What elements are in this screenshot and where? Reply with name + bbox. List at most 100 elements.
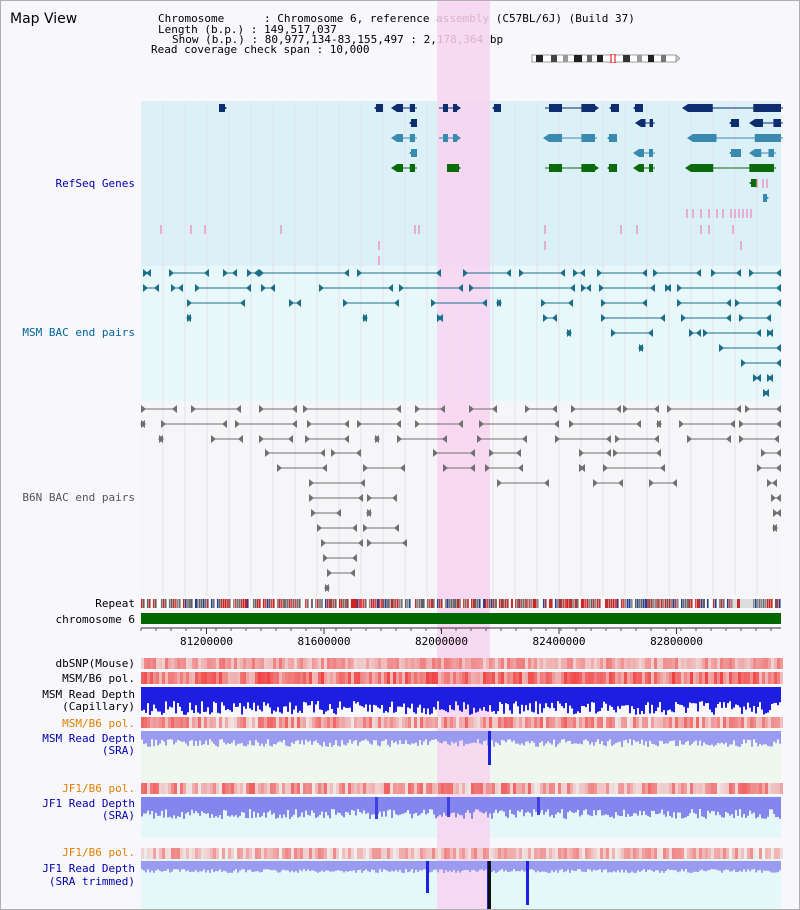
depth-bar: [647, 687, 649, 703]
depth-bar: [503, 797, 505, 812]
depth-bar: [549, 731, 551, 744]
b6n-bac-pairs[interactable]: [140, 405, 781, 592]
heat-cell: [183, 717, 186, 728]
depth-bar: [413, 731, 415, 744]
depth-bar: [435, 687, 437, 710]
msm-capillary-depth[interactable]: [141, 687, 781, 715]
heat-cell: [255, 848, 258, 859]
repeat-element: [281, 599, 283, 608]
axis-ticks: 81200000 81600000 82000000 82400000 82800000: [140, 628, 772, 648]
depth-bar: [679, 797, 681, 813]
heat-cell: [741, 672, 744, 684]
repeat-track[interactable]: [141, 599, 781, 608]
depth-bar: [643, 797, 645, 812]
heat-cell: [312, 658, 315, 669]
selected-region-highlight[interactable]: [437, 1, 490, 910]
bac-end-right: [358, 539, 363, 547]
depth-bar: [501, 731, 503, 740]
repeat-element: [141, 599, 143, 608]
heat-cell: [603, 672, 606, 684]
jf1-trimmed-depth[interactable]: [141, 861, 781, 910]
heat-cell: [189, 672, 192, 684]
bac-end-left: [711, 269, 716, 277]
heat-cell: [207, 848, 210, 859]
depth-bar: [233, 731, 235, 741]
heat-cell: [666, 848, 669, 859]
depth-bar: [525, 797, 527, 813]
heat-cell: [465, 848, 468, 859]
depth-bar: [729, 687, 731, 702]
depth-bar: [221, 687, 223, 703]
heat-cell: [564, 848, 567, 859]
depth-bar: [743, 687, 745, 707]
depth-bar: [727, 861, 729, 870]
chromosome-bar[interactable]: [141, 613, 781, 624]
depth-bar: [571, 797, 573, 813]
heat-cell: [273, 848, 276, 859]
depth-bar: [581, 731, 583, 745]
heat-cell: [369, 717, 372, 728]
jf1-sra-depth[interactable]: [141, 797, 781, 819]
heat-cell: [288, 658, 291, 669]
heat-cell: [600, 658, 603, 669]
heat-cell: [405, 848, 408, 859]
heat-cell: [735, 658, 738, 669]
repeat-element: [691, 599, 693, 608]
repeat-element: [713, 599, 715, 608]
heat-cell: [528, 783, 531, 794]
heat-cell: [144, 783, 147, 794]
heat-cell: [630, 658, 633, 669]
heat-cell: [336, 783, 339, 794]
msm-sra-depth[interactable]: [141, 731, 781, 765]
bac-end-left: [317, 524, 322, 532]
heat-cell: [225, 658, 228, 669]
depth-bar: [745, 797, 747, 818]
jf1-b6-pol-strip-1[interactable]: [141, 783, 783, 794]
repeat-element: [399, 599, 401, 608]
repeat-element: [469, 599, 472, 608]
depth-bar: [463, 687, 465, 703]
heat-cell: [366, 783, 369, 794]
bac-end-left: [749, 269, 754, 277]
heat-cell: [630, 672, 633, 684]
heat-cell: [555, 783, 558, 794]
repeat-element: [313, 599, 316, 608]
depth-bar: [383, 731, 385, 741]
heat-cell: [672, 672, 675, 684]
repeat-element: [551, 599, 553, 608]
heat-cell: [780, 783, 783, 794]
msm-b6-pol-strip-2[interactable]: [141, 717, 783, 728]
depth-bar: [515, 731, 517, 744]
depth-bar: [219, 687, 221, 714]
chromosome-ideogram[interactable]: [531, 54, 681, 63]
repeat-element: [543, 599, 545, 608]
depth-bar: [189, 731, 191, 741]
depth-bar: [151, 731, 153, 740]
depth-bar: [195, 797, 197, 812]
heat-cell: [144, 672, 147, 684]
depth-bar: [453, 797, 455, 813]
depth-bar: [177, 797, 179, 817]
depth-bar: [369, 687, 371, 705]
heat-cell: [720, 672, 723, 684]
msm-bac-pairs[interactable]: [143, 269, 781, 397]
gene-strand-arrow: [685, 164, 691, 172]
depth-bar: [651, 861, 653, 871]
msm-b6-pol-strip-1[interactable]: [141, 672, 783, 684]
refseq-genes[interactable]: [160, 104, 783, 265]
dbsnp-strip[interactable]: [141, 658, 783, 669]
heat-cell: [309, 848, 312, 859]
depth-bar: [423, 731, 425, 742]
heat-cell: [351, 672, 354, 684]
depth-bar: [639, 731, 641, 744]
bac-end-left: [653, 269, 658, 277]
heat-cell: [573, 848, 576, 859]
heat-cell: [357, 783, 360, 794]
jf1-b6-pol-strip-2[interactable]: [141, 848, 783, 859]
bac-end-right: [344, 420, 349, 428]
depth-bar: [659, 861, 661, 873]
heat-cell: [507, 848, 510, 859]
depth-bar: [719, 861, 721, 871]
repeat-element: [303, 599, 305, 608]
heat-cell: [684, 783, 687, 794]
